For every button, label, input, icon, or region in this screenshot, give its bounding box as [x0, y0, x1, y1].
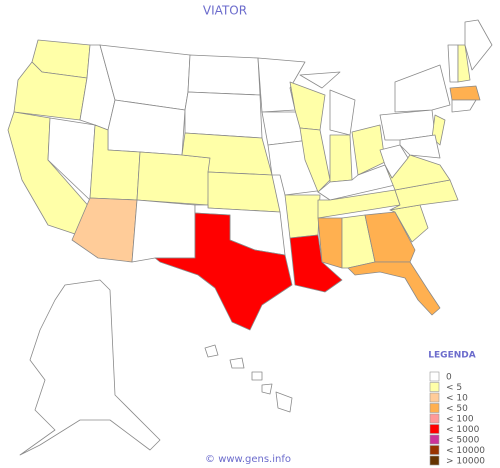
legend-swatch: [429, 403, 440, 413]
state: [399, 134, 441, 159]
state: [329, 134, 353, 183]
legend-swatch: [429, 424, 440, 434]
footer: © www.gens.info: [205, 454, 291, 465]
state: [299, 71, 341, 89]
legend: 0< 5< 10< 50< 100< 1000< 5000< 10000> 10…: [429, 371, 485, 467]
legend-swatch: [429, 371, 440, 382]
state: [329, 89, 356, 136]
legend-label: < 10000: [446, 446, 485, 456]
state: [394, 64, 451, 113]
state: [364, 211, 416, 263]
state: [19, 279, 161, 456]
state: [284, 194, 321, 239]
state: [317, 217, 343, 269]
state: [154, 212, 293, 331]
state: [131, 199, 196, 263]
legend-title: LEGENDA: [428, 351, 475, 361]
state: [251, 371, 263, 381]
state: [187, 54, 261, 96]
state: [464, 19, 493, 71]
map-title: VIATOR: [203, 4, 247, 18]
legend-label: < 50: [446, 404, 468, 414]
state: [184, 91, 263, 139]
legend-swatch: [429, 413, 440, 424]
state: [379, 109, 436, 141]
state: [379, 144, 409, 179]
legend-label: > 10000: [446, 457, 485, 467]
state: [447, 44, 459, 83]
legend-swatch: [429, 455, 440, 466]
state: [207, 171, 281, 213]
state: [449, 85, 481, 101]
legend-label: 0: [446, 373, 452, 383]
legend-swatch: [429, 434, 440, 445]
legend-swatch: [429, 445, 440, 455]
legend-label: < 5: [446, 383, 462, 393]
state: [317, 164, 396, 201]
state: [451, 99, 477, 113]
state: [229, 357, 245, 369]
us-map: [7, 19, 493, 456]
state: [71, 197, 138, 263]
state: [347, 261, 441, 316]
state: [204, 344, 219, 358]
legend-swatch: [429, 392, 440, 403]
legend-label: < 10: [446, 394, 468, 404]
legend-swatch: [429, 382, 440, 392]
state: [136, 151, 211, 206]
state: [261, 383, 273, 395]
state: [275, 391, 293, 413]
state: [457, 44, 471, 83]
legend-label: < 5000: [446, 436, 480, 446]
state: [289, 234, 343, 293]
legend-label: < 100: [446, 415, 474, 425]
state: [257, 57, 306, 113]
legend-label: < 1000: [446, 425, 480, 435]
state: [299, 127, 331, 193]
state: [107, 99, 186, 156]
